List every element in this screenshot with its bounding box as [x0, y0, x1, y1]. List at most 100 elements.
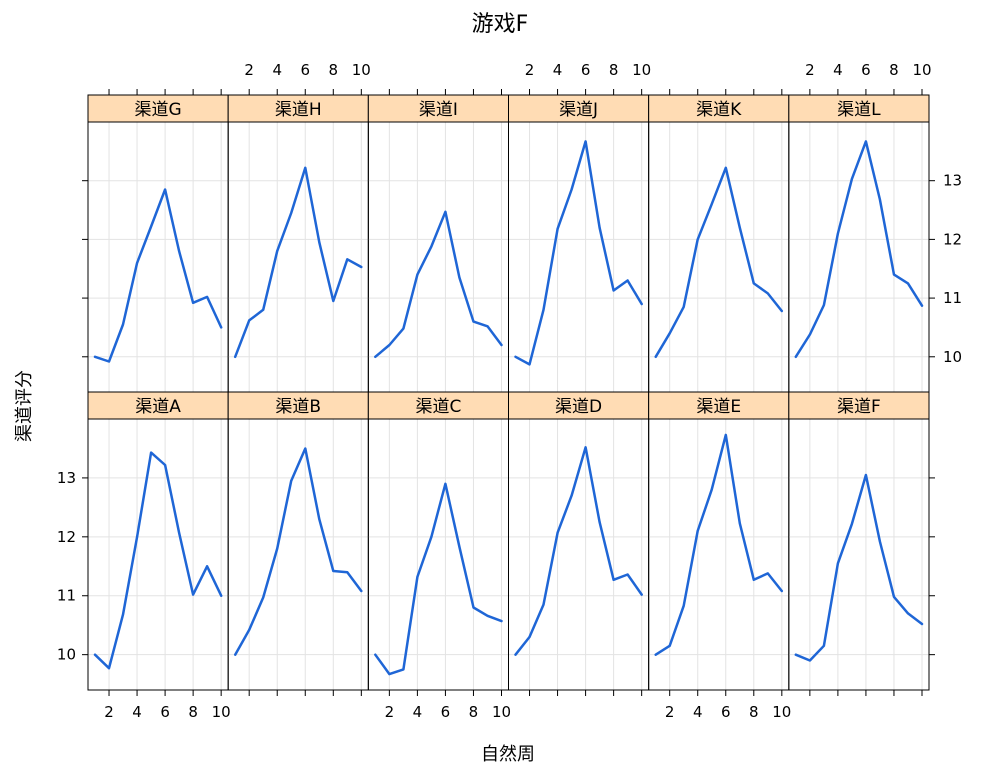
panel-12: 渠道F [788, 391, 930, 691]
y-tick-label: 12 [943, 230, 962, 248]
ticks-panel-7: 2 4 6 8 10 10 11 12 13 [57, 469, 231, 721]
x-tick-label: 2 [244, 61, 254, 79]
x-tick-label: 4 [413, 703, 423, 721]
x-tick-label: 8 [188, 703, 198, 721]
ticks-panel-3 [388, 89, 502, 95]
panel-7: 渠道A [87, 391, 229, 691]
series-line [514, 446, 643, 656]
series-line [794, 140, 924, 359]
panel-strip [508, 94, 650, 123]
panel-strip [788, 94, 930, 123]
ticks-panel-4: 2 4 6 8 10 [525, 61, 651, 95]
x-tick-label: 2 [385, 703, 395, 721]
x-axis-label: 自然周 [481, 744, 535, 765]
x-tick-label: 6 [581, 61, 591, 79]
x-tick-label: 2 [665, 703, 675, 721]
ticks-panel-5 [669, 89, 783, 95]
panel-strip-label: 渠道D [555, 397, 602, 417]
y-tick-label: 13 [57, 469, 76, 487]
series-line [654, 166, 784, 359]
y-tick-label: 11 [943, 289, 962, 307]
x-tick-label: 4 [272, 61, 282, 79]
series-line [93, 188, 223, 363]
ticks-panel-9: 2 4 6 8 10 [385, 690, 511, 721]
x-tick-label: 10 [492, 703, 511, 721]
panel-border [788, 418, 930, 691]
panel-6: 渠道L [788, 94, 930, 393]
ticks-panel-10 [529, 690, 643, 696]
ticks-panel-11: 2 4 6 8 10 [665, 690, 791, 721]
ticks-panel-12 [809, 477, 935, 696]
panel-strip [367, 391, 510, 420]
panel-strip-label: 渠道B [275, 397, 321, 417]
series-line [233, 166, 363, 359]
x-tick-label: 4 [132, 703, 142, 721]
panel-strip-label: 渠道A [135, 397, 181, 417]
panel-strip [508, 391, 650, 420]
panel-strip [648, 94, 790, 123]
panel-strip-label: 渠道C [415, 397, 461, 417]
x-tick-label: 10 [632, 61, 651, 79]
x-tick-label: 6 [721, 703, 731, 721]
panel-strip [788, 391, 930, 420]
panel-9: 渠道C [367, 391, 510, 691]
ticks-panel-8 [248, 690, 362, 696]
panel-strip-label: 渠道G [134, 100, 181, 120]
panel-10: 渠道D [508, 391, 650, 691]
x-tick-label: 2 [805, 61, 815, 79]
panel-4: 渠道J [508, 94, 650, 393]
x-tick-label: 2 [104, 703, 114, 721]
x-tick-label: 6 [300, 61, 310, 79]
panel-strip-label: 渠道I [419, 100, 458, 120]
x-tick-label: 4 [693, 703, 703, 721]
x-tick-label: 10 [772, 703, 791, 721]
series-line [374, 482, 503, 676]
series-line [794, 473, 924, 662]
panel-1: 渠道G [87, 94, 229, 393]
x-tick-label: 6 [861, 61, 871, 79]
panel-strip-label: 渠道L [837, 100, 881, 120]
panel-strip-label: 渠道F [837, 397, 881, 417]
y-tick-label: 13 [943, 172, 962, 190]
panel-2: 渠道H [227, 94, 369, 393]
y-tick-label: 11 [57, 587, 76, 605]
series-line [374, 210, 503, 359]
x-tick-label: 10 [352, 61, 371, 79]
panel-strip [227, 391, 369, 420]
panel-11: 渠道E [648, 391, 790, 691]
panel-strip [227, 94, 369, 123]
y-tick-label: 10 [57, 646, 76, 664]
x-tick-label: 6 [160, 703, 170, 721]
panel-strip [367, 94, 510, 123]
x-tick-label: 2 [525, 61, 535, 79]
x-tick-label: 6 [441, 703, 451, 721]
y-tick-label: 12 [57, 528, 76, 546]
panel-strip [87, 391, 229, 420]
x-tick-label: 4 [833, 61, 843, 79]
panel-8: 渠道B [227, 391, 369, 691]
x-tick-label: 8 [749, 703, 759, 721]
x-tick-label: 10 [912, 61, 931, 79]
chart-title: 游戏F [472, 12, 529, 37]
series-line [654, 433, 784, 656]
panel-5: 渠道K [648, 94, 790, 393]
x-tick-label: 8 [889, 61, 899, 79]
series-line [514, 140, 643, 366]
panel-strip-label: 渠道J [559, 100, 598, 120]
panel-3: 渠道I [367, 94, 510, 393]
panel-strip-label: 渠道H [275, 100, 322, 120]
x-tick-label: 10 [212, 703, 231, 721]
x-tick-label: 4 [553, 61, 563, 79]
series-line [233, 447, 363, 656]
x-tick-label: 8 [469, 703, 479, 721]
ticks-panel-1 [82, 89, 222, 358]
ticks-panel-6: 2 4 6 8 10 10 11 12 13 [805, 61, 962, 366]
panel-strip-label: 渠道K [696, 100, 742, 120]
panel-strip-label: 渠道E [696, 397, 741, 417]
ticks-panel-2: 2 4 6 8 10 [244, 61, 371, 95]
series-line [93, 451, 223, 670]
y-tick-label: 10 [943, 348, 962, 366]
x-tick-label: 8 [609, 61, 619, 79]
